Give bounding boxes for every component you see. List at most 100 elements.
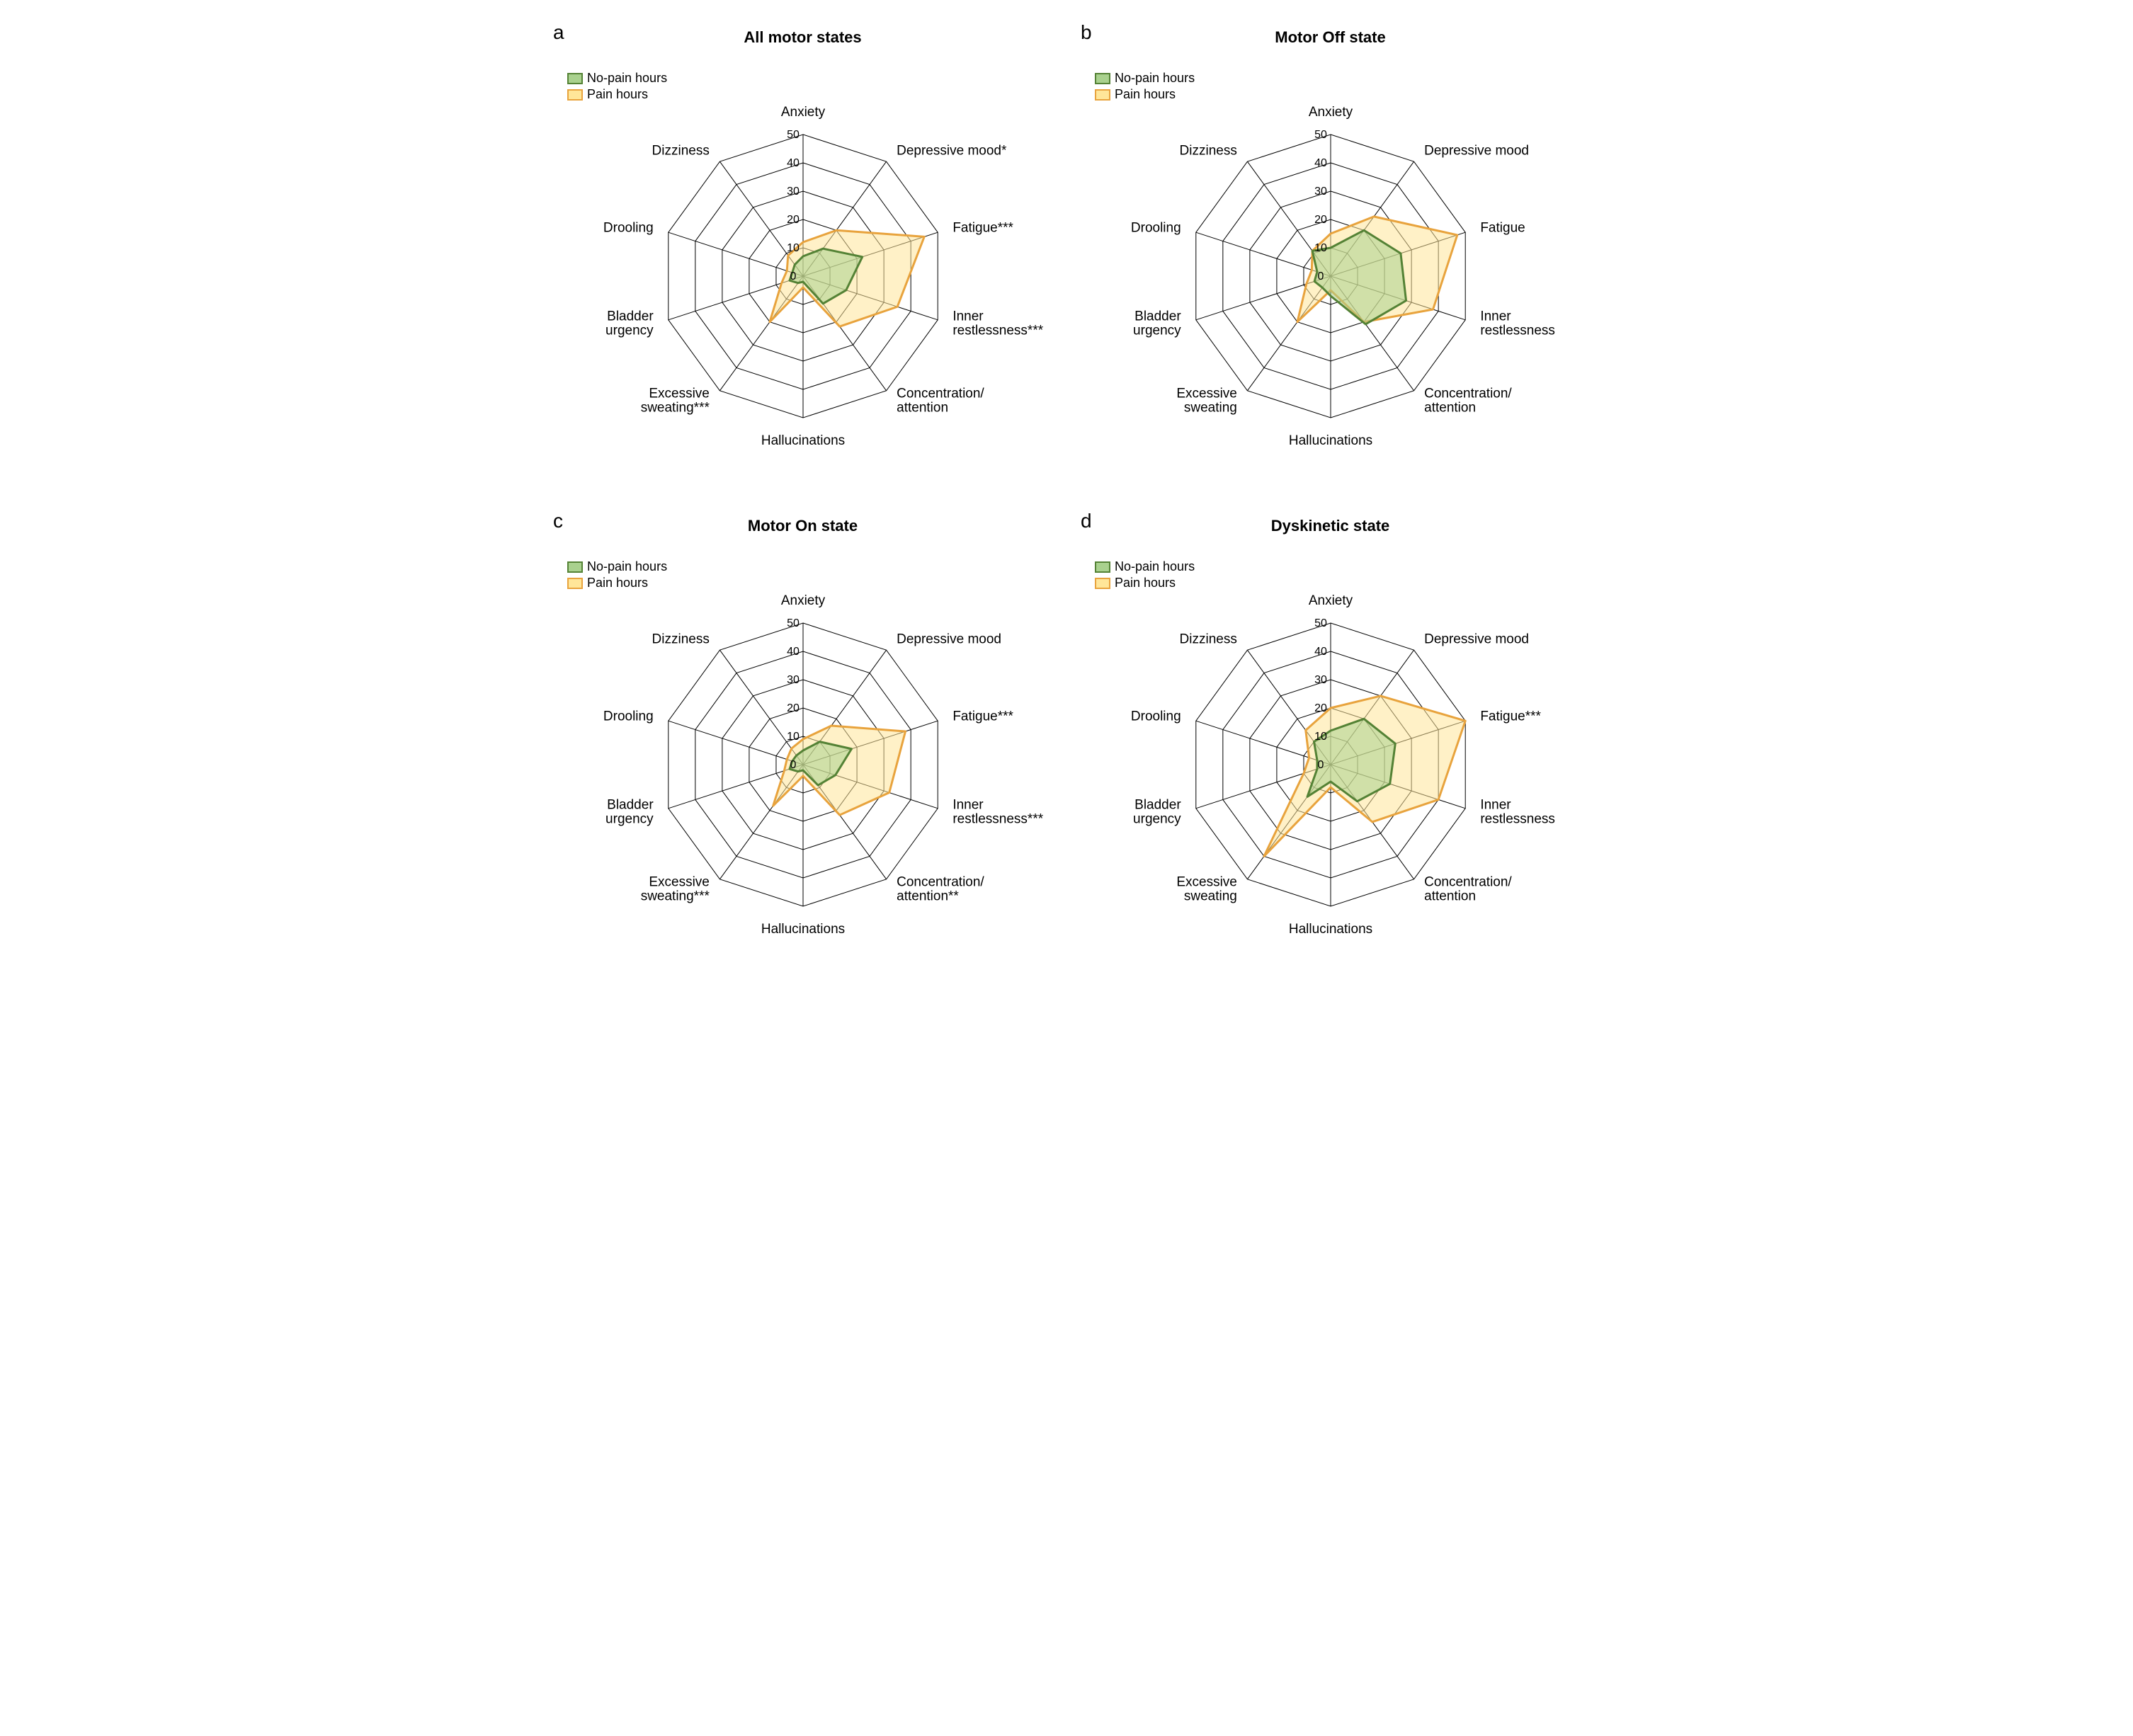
legend-label: Pain hours: [587, 87, 648, 102]
tick-label: 10: [1314, 242, 1327, 254]
spoke-label: Bladderurgency: [1133, 797, 1181, 826]
spoke-label: Excessivesweating: [1176, 874, 1237, 903]
spoke-label: Drooling: [1130, 709, 1181, 724]
spoke-label: Bladderurgency: [605, 309, 654, 338]
legend: No-pain hoursPain hours: [567, 71, 667, 103]
legend-label: No-pain hours: [1115, 71, 1195, 86]
legend: No-pain hours Pain hours: [567, 559, 667, 592]
legend-swatch: [1095, 561, 1110, 573]
tick-label: 20: [787, 702, 800, 714]
radar-chart: 10203040500AnxietyDepressive moodFatigue…: [1076, 538, 1586, 963]
tick-label: 40: [1314, 646, 1327, 658]
legend: No-pain hours Pain hours: [1095, 559, 1195, 592]
radar-spoke: [668, 721, 802, 765]
spoke-label: Fatigue***: [1480, 709, 1541, 724]
legend-label: Pain hours: [1115, 87, 1176, 102]
spoke-label: Bladderurgency: [1133, 309, 1181, 338]
spoke-label: Drooling: [1130, 221, 1181, 236]
tick-label: 30: [787, 185, 800, 198]
radar-spoke: [668, 232, 802, 276]
legend-label: No-pain hours: [1115, 559, 1195, 574]
tick-label: 20: [1314, 702, 1327, 714]
chart-wrap: No-pain hoursPain hours10203040500Anxiet…: [1074, 50, 1587, 474]
legend-item: Pain hours: [1095, 576, 1195, 590]
spoke-label: Excessivesweating: [1176, 386, 1237, 415]
legend-swatch: [1095, 578, 1110, 589]
tick-label: 40: [1314, 157, 1327, 169]
spoke-label: Dizziness: [652, 144, 709, 159]
tick-label: 30: [787, 674, 800, 686]
spoke-label: Hallucinations: [761, 922, 844, 937]
tick-label: 40: [787, 646, 800, 658]
spoke-label: Innerrestlessness***: [952, 309, 1043, 338]
spoke-label: Concentration/attention**: [897, 874, 984, 903]
spoke-label: Anxiety: [780, 593, 825, 608]
legend-swatch: [1095, 89, 1110, 101]
tick-label: 10: [787, 731, 800, 743]
legend-swatch: [567, 561, 583, 573]
spoke-label: Drooling: [603, 221, 653, 236]
spoke-label: Depressive mood: [897, 632, 1001, 647]
tick-label: 0: [1317, 759, 1324, 771]
panel-d: dDyskinetic stateNo-pain hoursPain hours…: [1074, 517, 1587, 963]
panel-b: bMotor Off stateNo-pain hoursPain hours1…: [1074, 28, 1587, 474]
tick-label: 40: [787, 157, 800, 169]
panel-title: Motor On state: [546, 517, 1059, 535]
legend-label: No-pain hours: [587, 71, 667, 86]
chart-wrap: No-pain hoursPain hours10203040500Anxiet…: [1074, 538, 1587, 963]
panel-a: aAll motor statesNo-pain hoursPain hours…: [546, 28, 1059, 474]
legend-swatch: [1095, 73, 1110, 84]
legend-item: Pain hours: [567, 576, 667, 590]
legend-label: No-pain hours: [587, 559, 667, 574]
spoke-label: Fatigue: [1480, 221, 1525, 236]
spoke-label: Excessivesweating***: [640, 874, 710, 903]
legend-swatch: [567, 578, 583, 589]
legend-item: No-pain hours: [567, 559, 667, 574]
spoke-label: Depressive mood: [1424, 144, 1529, 159]
tick-label: 50: [787, 617, 800, 629]
panel-title: All motor states: [546, 28, 1059, 47]
panel-title: Dyskinetic state: [1074, 517, 1587, 535]
radar-chart: 10203040500AnxietyDepressive mood*Fatigu…: [548, 50, 1058, 474]
radar-chart: 10 20 30 40 50 0 Anxiety Depressive mood Fatigue…: [548, 538, 1058, 963]
spoke-label: Dizziness: [1179, 632, 1236, 647]
spoke-label: Fatigue***: [952, 221, 1013, 236]
radar-chart: 10203040500AnxietyDepressive moodFatigue…: [1076, 50, 1586, 474]
spoke-label: Innerrestlessness: [1480, 309, 1555, 338]
radar-spoke: [1195, 232, 1330, 276]
tick-label: 0: [790, 759, 796, 771]
panel-letter: a: [553, 21, 564, 44]
spoke-label: Drooling: [603, 709, 653, 724]
tick-label: 20: [787, 214, 800, 226]
legend-item: No-pain hours: [1095, 71, 1195, 86]
legend-item: No-pain hours: [1095, 559, 1195, 574]
spoke-label: Anxiety: [1308, 593, 1353, 608]
spoke-label: Hallucinations: [761, 433, 844, 448]
spoke-label: Innerrestlessness***: [952, 797, 1043, 826]
legend-item: Pain hours: [567, 87, 667, 102]
tick-label: 10: [787, 242, 800, 254]
spoke-label: Concentration/attention: [1424, 874, 1512, 903]
legend-item: Pain hours: [1095, 87, 1195, 102]
legend-label: Pain hours: [587, 576, 648, 590]
spoke-label: Anxiety: [1308, 105, 1353, 120]
spoke-label: Depressive mood: [1424, 632, 1529, 647]
panel-title: Motor Off state: [1074, 28, 1587, 47]
spoke-label: Concentration/attention: [897, 386, 984, 415]
spoke-label: Innerrestlessness: [1480, 797, 1555, 826]
panel-letter: c: [553, 510, 563, 532]
spoke-label: Dizziness: [652, 632, 709, 647]
spoke-label: Fatigue***: [952, 709, 1013, 724]
tick-label: 30: [1314, 674, 1327, 686]
tick-label: 50: [787, 129, 800, 141]
tick-label: 20: [1314, 214, 1327, 226]
spoke-label: Depressive mood*: [897, 144, 1007, 159]
tick-label: 30: [1314, 185, 1327, 198]
tick-label: 50: [1314, 129, 1327, 141]
panel-letter: b: [1081, 21, 1092, 44]
legend-swatch: [567, 73, 583, 84]
spoke-label: Dizziness: [1179, 144, 1236, 159]
panel-letter: d: [1081, 510, 1092, 532]
spoke-label: Concentration/attention: [1424, 386, 1512, 415]
legend-item: No-pain hours: [567, 71, 667, 86]
